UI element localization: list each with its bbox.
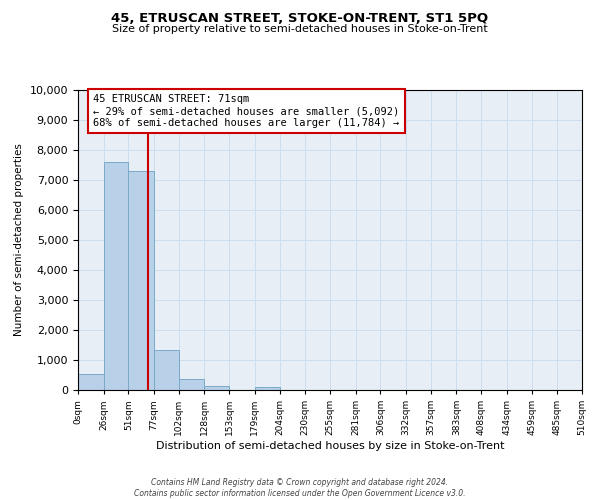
Text: 45, ETRUSCAN STREET, STOKE-ON-TRENT, ST1 5PQ: 45, ETRUSCAN STREET, STOKE-ON-TRENT, ST1… bbox=[112, 12, 488, 26]
Text: Contains HM Land Registry data © Crown copyright and database right 2024.
Contai: Contains HM Land Registry data © Crown c… bbox=[134, 478, 466, 498]
Bar bbox=[104, 162, 128, 390]
Bar bbox=[78, 374, 104, 390]
Bar bbox=[255, 388, 280, 390]
Bar bbox=[205, 386, 229, 390]
Bar bbox=[154, 350, 179, 390]
Bar bbox=[128, 171, 154, 390]
Y-axis label: Number of semi-detached properties: Number of semi-detached properties bbox=[14, 144, 24, 336]
Bar bbox=[179, 379, 205, 390]
X-axis label: Distribution of semi-detached houses by size in Stoke-on-Trent: Distribution of semi-detached houses by … bbox=[156, 441, 504, 451]
Text: 45 ETRUSCAN STREET: 71sqm
← 29% of semi-detached houses are smaller (5,092)
68% : 45 ETRUSCAN STREET: 71sqm ← 29% of semi-… bbox=[93, 94, 400, 128]
Text: Size of property relative to semi-detached houses in Stoke-on-Trent: Size of property relative to semi-detach… bbox=[112, 24, 488, 34]
